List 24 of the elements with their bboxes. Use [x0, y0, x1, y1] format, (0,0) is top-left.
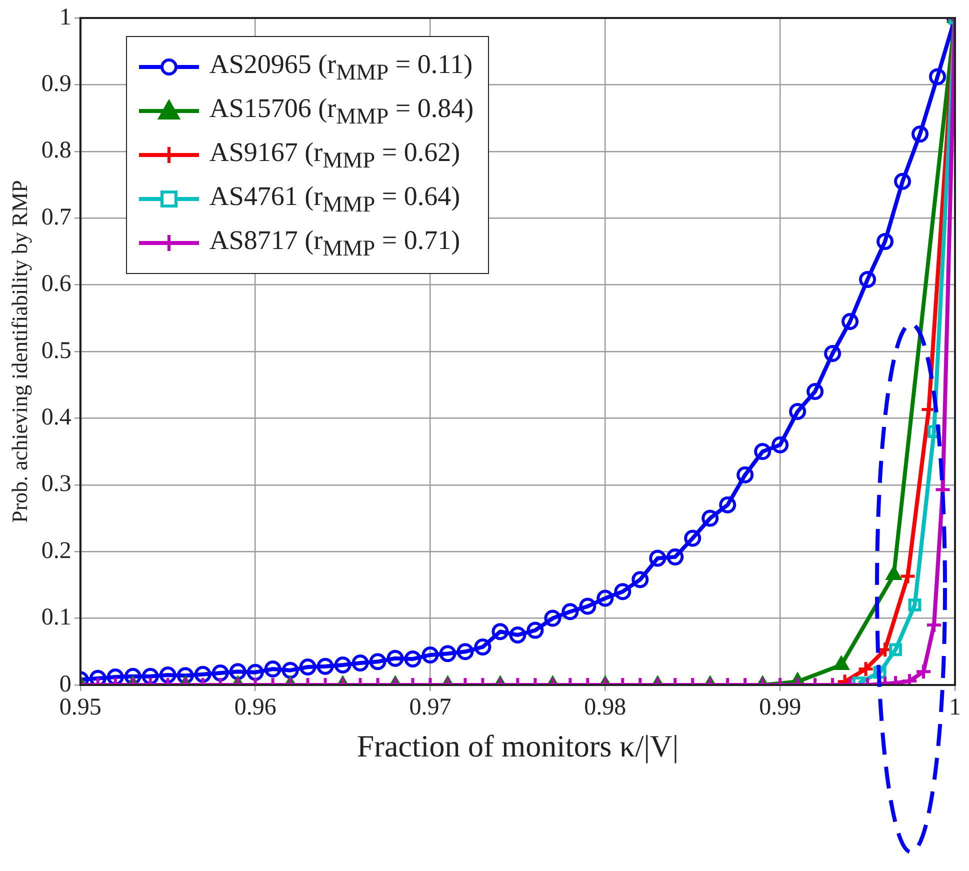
y-tick-label: 1 — [59, 4, 72, 30]
y-tick-label: 0.1 — [41, 604, 72, 631]
x-tick-label: 0.96 — [234, 694, 276, 721]
y-tick-label: 0.3 — [41, 471, 72, 498]
x-tick-label: 0.95 — [59, 694, 102, 721]
x-tick-label: 0.97 — [409, 694, 452, 721]
y-tick-label: 0.5 — [41, 338, 72, 364]
legend-label: AS15706 (r$_{MMP}$ = 0.84) — [209, 92, 474, 130]
y-tick-label: 0.2 — [41, 538, 72, 564]
legend-label: AS8717 (r$_{MMP}$ = 0.71) — [209, 224, 460, 262]
legend-label: AS4761 (r$_{MMP}$ = 0.64) — [209, 180, 460, 218]
legend-label: AS9167 (r$_{MMP}$ = 0.62) — [209, 136, 460, 174]
y-tick-label: 0.4 — [41, 404, 72, 430]
y-tick-label: 0.8 — [41, 138, 72, 164]
x-axis-title: Fraction of monitors κ/|V| — [356, 728, 679, 764]
y-tick-label: 0.9 — [41, 70, 72, 97]
x-tick-label: 0.99 — [759, 694, 802, 721]
y-tick-label: 0 — [59, 671, 72, 698]
y-tick-label: 0.7 — [41, 204, 72, 230]
x-tick-label: 1 — [949, 694, 961, 721]
legend-label: AS20965 (r$_{MMP}$ = 0.11) — [209, 48, 473, 86]
y-axis-title: Prob. achieving identifiability by RMP — [6, 180, 32, 523]
y-tick-label: 0.6 — [41, 271, 72, 298]
x-tick-label: 0.98 — [584, 694, 626, 721]
